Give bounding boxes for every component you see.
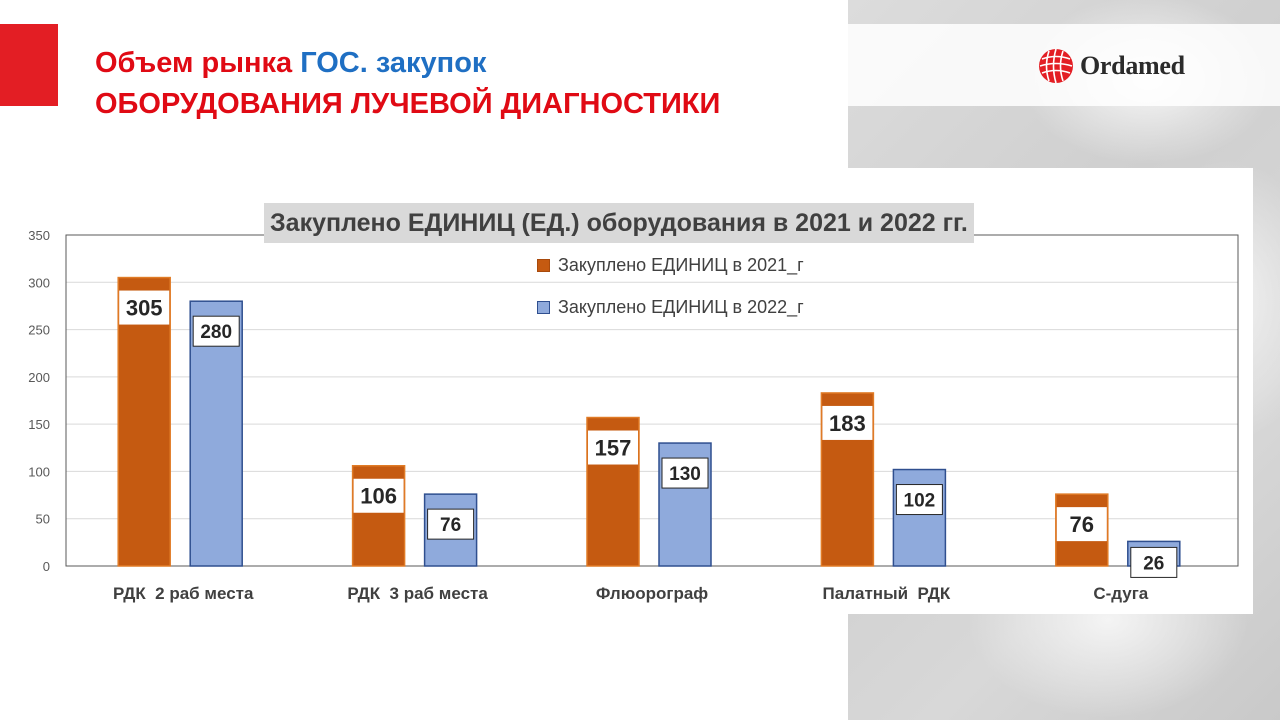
y-tick-label: 300	[28, 275, 50, 290]
data-label-box	[822, 405, 873, 440]
data-label: 102	[904, 490, 936, 511]
y-tick-label: 100	[28, 464, 50, 479]
chart-legend: Закуплено ЕДИНИЦ в 2021_г Закуплено ЕДИН…	[537, 254, 804, 338]
data-label-box	[353, 478, 404, 513]
y-tick-label: 350	[28, 228, 50, 243]
data-label-box	[895, 484, 943, 516]
title-part-2: ГОС.	[300, 47, 368, 79]
data-label-box	[119, 290, 170, 325]
legend-swatch-2022	[537, 300, 550, 314]
x-category-label: Флюорограф	[596, 584, 708, 603]
chart-title: Закуплено ЕДИНИЦ (ЕД.) оборудования в 20…	[264, 203, 974, 243]
page-title: Объем рынка ГОС. закупок	[95, 47, 486, 80]
data-label: 305	[126, 295, 163, 320]
data-label-box	[1056, 507, 1107, 542]
title-part-1: Объем рынка	[95, 47, 301, 79]
bar-2021	[117, 276, 171, 567]
legend-swatch-2021	[537, 258, 550, 272]
data-label-box	[1130, 546, 1178, 578]
data-label-box	[588, 430, 638, 465]
y-tick-label: 250	[28, 323, 50, 338]
chart-panel: 0 50 100 150 200 250 300 350 305 280 РДК 2 раб мес…	[17, 168, 1253, 614]
y-tick-label: 50	[36, 512, 50, 527]
legend-item-2021: Закуплено ЕДИНИЦ в 2021_г	[537, 254, 804, 276]
data-label: 76	[440, 515, 461, 536]
x-category-label: Палатный РДК	[823, 584, 951, 603]
y-tick-label: 0	[43, 559, 50, 574]
bar-2022	[892, 468, 947, 567]
ordamed-globe-icon	[1039, 48, 1073, 84]
data-label-box	[661, 457, 709, 489]
y-tick-label: 150	[28, 417, 50, 432]
header-band	[58, 24, 1280, 106]
data-label: 157	[595, 435, 632, 460]
data-label: 183	[829, 411, 866, 436]
x-category-label: С-дуга	[1093, 584, 1148, 603]
bar-chart: 0 50 100 150 200 250 300 350 305 280 РДК 2 раб мес…	[28, 228, 1239, 603]
logo-text: Ordamed	[1080, 51, 1185, 80]
data-label-box	[427, 508, 475, 540]
x-category-label: РДК 3 раб места	[347, 584, 488, 603]
legend-label-2021: Закуплено ЕДИНИЦ в 2021_г	[558, 254, 804, 275]
title-part-3: закупок	[367, 47, 487, 79]
y-tick-label: 200	[28, 370, 50, 385]
data-label: 130	[669, 464, 701, 485]
page-subtitle: ОБОРУДОВАНИЯ ЛУЧЕВОЙ ДИАГНОСТИКИ	[95, 88, 721, 120]
data-label-box	[192, 315, 240, 347]
data-label: 26	[1143, 553, 1164, 574]
legend-item-2022: Закуплено ЕДИНИЦ в 2022_г	[537, 296, 804, 318]
data-label: 280	[200, 322, 232, 343]
legend-label-2022: Закуплено ЕДИНИЦ в 2022_г	[558, 296, 804, 317]
accent-bar	[0, 24, 58, 106]
data-label: 106	[360, 484, 397, 509]
x-category-label: РДК 2 раб места	[113, 584, 254, 603]
data-label: 76	[1070, 512, 1094, 537]
ordamed-logo: Ordamed	[1038, 46, 1185, 86]
